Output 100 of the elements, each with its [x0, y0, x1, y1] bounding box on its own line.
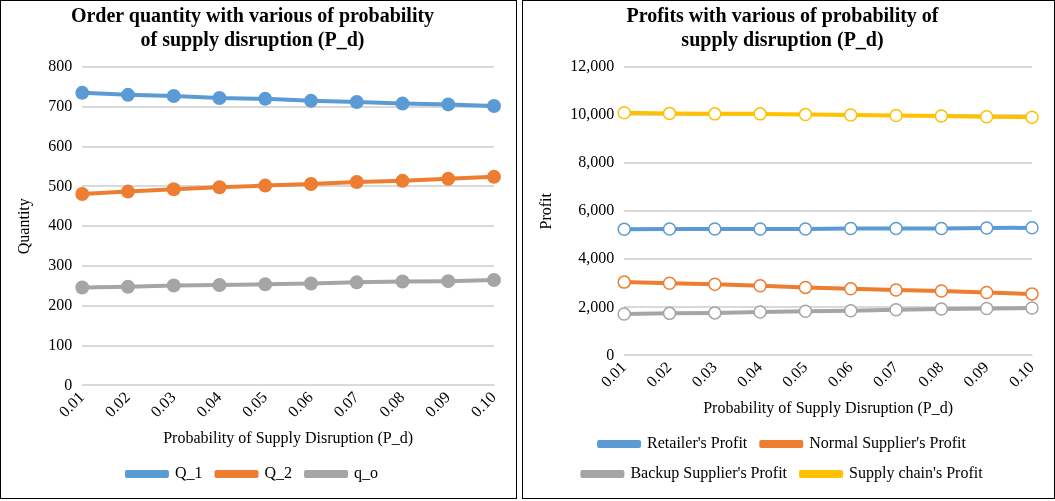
- x-tick-label: 0.02: [101, 388, 134, 421]
- point: [979, 110, 994, 124]
- point: [979, 301, 994, 316]
- point: [1025, 287, 1039, 301]
- point: [212, 91, 227, 106]
- point: [934, 284, 949, 298]
- y-tick-label: 500: [48, 176, 73, 194]
- y-tick-label: 6,000: [578, 201, 615, 219]
- point: [708, 222, 722, 236]
- point: [166, 182, 181, 197]
- y-tick-label: 0: [606, 345, 615, 363]
- point: [617, 105, 631, 120]
- point: [258, 178, 273, 193]
- x-tick-label: 0.08: [375, 388, 408, 421]
- chart-title: Profits with various of probability of supply disruption (P_d): [626, 4, 939, 52]
- point: [753, 305, 767, 319]
- legend-label: q_o: [354, 464, 379, 483]
- point: [349, 175, 364, 190]
- point: [303, 93, 318, 108]
- y-tick-label: 100: [48, 335, 73, 353]
- point: [979, 285, 994, 300]
- legend-label: Retailer's Profit: [647, 434, 748, 452]
- x-tick-label: 0.10: [1005, 358, 1038, 391]
- y-tick-label: 200: [48, 296, 73, 314]
- point: [617, 222, 631, 236]
- y-tick-label: 300: [48, 256, 73, 274]
- y-tick-label: 4,000: [578, 249, 615, 267]
- point: [441, 97, 456, 112]
- point: [441, 274, 456, 289]
- point: [753, 278, 767, 293]
- y-tick-label: 10,000: [570, 105, 615, 123]
- point: [617, 307, 631, 321]
- x-tick-label: 0.08: [914, 358, 947, 391]
- point: [75, 85, 90, 100]
- legend-label: Q_1: [174, 464, 203, 482]
- point: [487, 99, 501, 114]
- point: [120, 279, 135, 294]
- point: [934, 221, 949, 236]
- point: [303, 276, 318, 291]
- point: [258, 277, 273, 292]
- x-tick-label: 0.03: [146, 388, 179, 421]
- point: [1025, 301, 1039, 315]
- y-tick-label: 2,000: [578, 297, 615, 315]
- point: [934, 109, 949, 123]
- legend-label: Supply chain's Profit: [849, 464, 984, 483]
- legend-label: Q_2: [264, 464, 293, 482]
- point: [662, 222, 677, 236]
- point: [979, 221, 994, 235]
- point: [889, 108, 903, 123]
- point: [753, 107, 767, 121]
- y-tick-label: 800: [48, 57, 73, 75]
- x-tick-label: 0.07: [869, 358, 902, 391]
- y-tick-label: 700: [48, 97, 73, 115]
- x-tick-label: 0.04: [192, 388, 225, 421]
- y-tick-label: 8,000: [578, 153, 615, 171]
- point: [844, 221, 858, 236]
- point: [349, 275, 364, 290]
- x-tick-label: 0.06: [284, 388, 317, 421]
- point: [844, 108, 858, 122]
- point: [662, 106, 677, 121]
- point: [75, 186, 90, 201]
- point: [395, 96, 410, 111]
- point: [889, 221, 903, 236]
- point: [395, 274, 410, 289]
- x-tick-label: 0.03: [688, 358, 720, 391]
- y-axis-title: Quantity: [14, 198, 33, 255]
- point: [844, 303, 858, 318]
- point: [487, 169, 501, 184]
- point: [708, 306, 722, 320]
- x-axis-title: Probability of Supply Disruption (P_d): [703, 398, 953, 417]
- point: [662, 306, 677, 321]
- point: [708, 277, 722, 292]
- point: [212, 278, 227, 293]
- point: [798, 280, 813, 295]
- point: [617, 275, 631, 289]
- point: [1025, 221, 1039, 235]
- point: [889, 283, 903, 297]
- point: [844, 282, 858, 296]
- point: [934, 302, 949, 316]
- y-tick-label: 0: [64, 375, 73, 393]
- point: [662, 276, 677, 291]
- point: [303, 177, 318, 192]
- point: [75, 280, 90, 295]
- x-tick-label: 0.04: [733, 358, 766, 391]
- point: [708, 107, 722, 121]
- legend-label: Normal Supplier's Profit: [809, 434, 967, 453]
- point: [166, 89, 181, 104]
- point: [166, 278, 181, 293]
- x-tick-label: 0.07: [330, 388, 362, 421]
- chart-title: Order quantity with various of probability of supply disruption (P_d): [70, 4, 435, 52]
- x-tick-label: 0.02: [642, 358, 675, 391]
- x-tick-label: 0.09: [421, 388, 454, 421]
- point: [798, 304, 813, 318]
- point: [349, 95, 364, 110]
- y-tick-label: 600: [48, 136, 73, 154]
- point: [487, 272, 501, 287]
- point: [1025, 110, 1039, 124]
- point: [120, 87, 135, 102]
- point: [258, 91, 273, 106]
- y-tick-label: 400: [48, 216, 73, 234]
